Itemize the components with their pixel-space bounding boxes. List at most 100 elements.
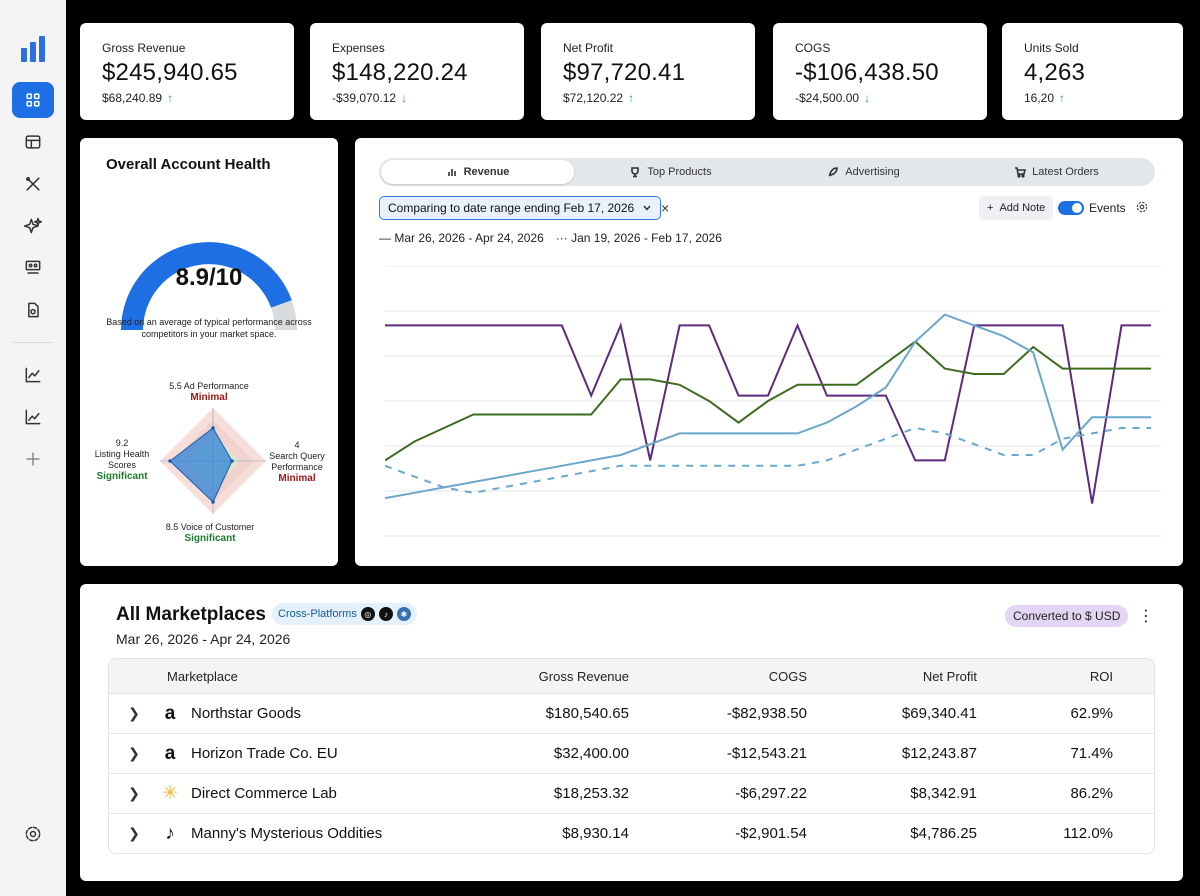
gross-revenue-cell: $180,540.65 [545, 705, 629, 722]
tab-label: Revenue [463, 166, 510, 178]
tab-advertising[interactable]: Advertising [767, 160, 960, 184]
table-row[interactable]: ❯ ♪ Manny's Mysterious Oddities $8,930.1… [109, 813, 1154, 853]
more-options-icon[interactable]: ⋮ [1138, 608, 1154, 625]
nav-tools[interactable] [12, 166, 54, 202]
radar-point [211, 426, 215, 430]
add-note-button[interactable]: + Add Note [979, 196, 1054, 220]
cogs-cell: -$82,938.50 [726, 705, 807, 722]
add-note-label: Add Note [999, 202, 1046, 214]
metric-status: Significant [184, 533, 236, 544]
walmart-spark-icon: ✳ [162, 783, 178, 804]
nav-trends[interactable] [12, 399, 54, 435]
document-settings-icon [28, 302, 39, 318]
sidebar-divider [13, 342, 53, 343]
expand-chevron-icon[interactable]: ❯ [128, 785, 140, 801]
kpi-gross-revenue: Gross Revenue $245,940.65 $68,240.89 ↑ [80, 23, 294, 120]
rocket-icon [828, 167, 839, 177]
cogs-cell: -$2,901.54 [735, 825, 807, 842]
trend-chart-icon [25, 409, 41, 425]
nav-dashboard[interactable] [12, 82, 54, 118]
cogs-cell: -$12,543.21 [726, 745, 807, 762]
expand-chevron-icon[interactable]: ❯ [128, 825, 140, 841]
expand-chevron-icon[interactable]: ❯ [128, 705, 140, 721]
clear-compare-button[interactable]: × [661, 200, 670, 216]
series-line-3 [385, 426, 1151, 494]
trophy-icon [631, 167, 640, 178]
expand-chevron-icon[interactable]: ❯ [128, 745, 140, 761]
metric-label: Performance [271, 462, 323, 472]
kpi-value: $148,220.24 [332, 59, 468, 86]
table-row[interactable]: ❯ a Northstar Goods $180,540.65 -$82,938… [109, 693, 1154, 733]
metric-ad-performance: 5.5 Ad Performance Minimal [159, 381, 259, 403]
chart-legend: — Mar 26, 2026 - Apr 24, 2026 ··· Jan 19… [379, 231, 722, 245]
nav-documents[interactable] [12, 292, 54, 328]
kpi-delta: 16,20 ↑ [1024, 91, 1163, 105]
kpi-delta: $72,120.22 ↑ [563, 91, 735, 105]
arrow-down-icon: ↓ [864, 91, 871, 105]
column-cogs: COGS [768, 668, 807, 684]
marketplace-cell: a Horizon Trade Co. EU [159, 743, 499, 765]
net-profit-cell: $12,243.87 [901, 745, 977, 762]
series-line-0 [385, 322, 1151, 504]
arrow-down-icon: ↓ [401, 91, 408, 105]
currency-badge[interactable]: Converted to $ USD [1005, 605, 1129, 627]
kpi-cogs: COGS -$106,438.50 -$24,500.00 ↓ [773, 23, 987, 120]
cross-platforms-badge[interactable]: Cross-Platforms ◎ ♪ ✱ [272, 603, 417, 625]
table-header: Marketplace Gross Revenue COGS Net Profi… [109, 659, 1154, 693]
column-net-profit: Net Profit [922, 668, 977, 684]
sidebar [0, 0, 66, 896]
health-gauge [121, 242, 297, 331]
net-profit-cell: $69,340.41 [901, 705, 977, 722]
metric-label: Search Query [269, 451, 325, 461]
settings-button[interactable] [17, 818, 49, 850]
metric-search-query: 4 Search Query Performance Minimal [262, 440, 332, 484]
compare-label: Comparing to date range ending Feb 17, 2… [388, 201, 635, 215]
health-score: 8.9/10 [175, 264, 243, 291]
nav-analytics[interactable] [12, 357, 54, 393]
table-row[interactable]: ❯ a Horizon Trade Co. EU $32,400.00 -$12… [109, 733, 1154, 773]
marketplace-cell: ♪ Manny's Mysterious Oddities [159, 823, 499, 845]
grid-icon [26, 93, 40, 107]
metric-label: Listing Health [94, 449, 150, 459]
legend-label: Jan 19, 2026 - Feb 17, 2026 [571, 231, 722, 245]
marketplace-cell: ✳ Direct Commerce Lab [159, 783, 499, 805]
plus-icon [26, 452, 40, 466]
kpi-label: Gross Revenue [102, 41, 186, 55]
kpi-delta-value: $72,120.22 [563, 91, 624, 105]
metric-label: Scores [107, 460, 136, 470]
account-health-card: Overall Account Health 8.9/10 Based on a… [80, 138, 338, 566]
kpi-delta: -$24,500.00 ↓ [795, 91, 967, 105]
walmart-spark-icon: ✱ [396, 607, 411, 621]
layout-icon [25, 135, 41, 149]
series-line-2 [385, 313, 1151, 500]
tab-revenue[interactable]: Revenue [381, 160, 574, 184]
nav-ai[interactable] [12, 208, 54, 244]
marketplaces-title: All Marketplaces [116, 604, 266, 625]
column-roi: ROI [1089, 668, 1113, 684]
legend-label: Mar 26, 2026 - Apr 24, 2026 [394, 231, 544, 245]
marketplace-name: Northstar Goods [191, 705, 302, 722]
metric-label: Voice of Customer [180, 522, 255, 532]
chart-settings-gear-icon[interactable] [1135, 200, 1149, 214]
plus-icon: + [987, 202, 994, 214]
kpi-units-sold: Units Sold 4,263 16,20 ↑ [1002, 23, 1183, 120]
nav-reports[interactable] [12, 250, 54, 286]
tab-latest-orders[interactable]: Latest Orders [960, 160, 1153, 184]
kpi-value: -$106,438.50 [795, 59, 939, 86]
metric-status: Significant [96, 471, 148, 482]
series-line-1 [385, 340, 1151, 462]
roi-cell: 112.0% [1063, 825, 1113, 842]
revenue-chart-card: Revenue Top Products Advertising Latest … [355, 138, 1183, 566]
tab-top-products[interactable]: Top Products [574, 160, 767, 184]
gross-revenue-cell: $32,400.00 [553, 745, 629, 762]
kpi-delta: $68,240.89 ↑ [102, 91, 274, 105]
nav-layout[interactable] [12, 124, 54, 160]
table-row[interactable]: ❯ ✳ Direct Commerce Lab $18,253.32 -$6,2… [109, 773, 1154, 813]
compare-range-dropdown[interactable]: Comparing to date range ending Feb 17, 2… [379, 196, 662, 220]
events-toggle[interactable] [1058, 201, 1084, 215]
net-profit-cell: $8,342.91 [910, 785, 977, 802]
nav-add[interactable] [12, 441, 54, 477]
column-gross-revenue: Gross Revenue [538, 668, 629, 684]
marketplaces-date-range: Mar 26, 2026 - Apr 24, 2026 [116, 631, 291, 647]
kpi-label: Net Profit [563, 41, 614, 55]
